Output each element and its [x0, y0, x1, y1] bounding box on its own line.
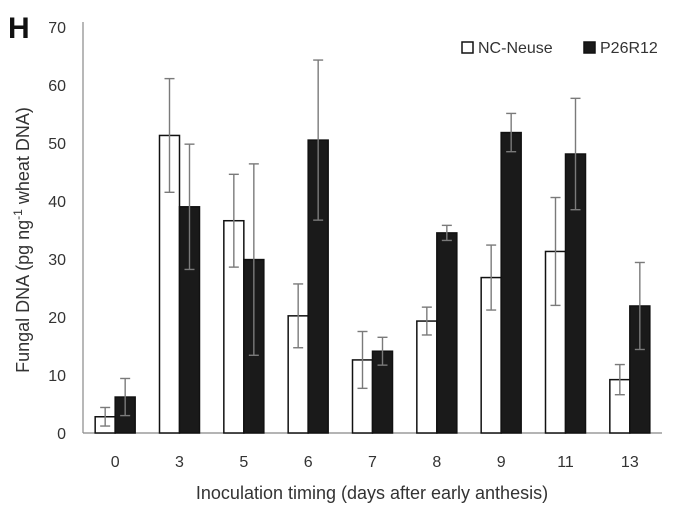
legend-swatch-nc-neuse: [461, 41, 474, 54]
legend-label-p26r12: P26R12: [600, 40, 658, 57]
y-axis-tick-labels: 0 10 20 30 40 50 60 70: [48, 20, 66, 443]
x-tick-label-0: 0: [111, 454, 120, 471]
error-bar-nc-neuse-day-7: [357, 330, 368, 390]
y-tick-label-10: 10: [48, 368, 66, 385]
error-bar-p26r12-day-5: [248, 163, 259, 356]
legend-swatch-p26r12: [583, 41, 596, 54]
bar-nc-neuse-day-8: [416, 320, 438, 434]
error-bar-nc-neuse-day-3: [164, 77, 175, 194]
error-bar-p26r12-day-9: [506, 112, 517, 153]
y-tick-label-20: 20: [48, 310, 66, 327]
y-tick-label-50: 50: [48, 136, 66, 153]
error-bar-nc-neuse-day-8: [421, 306, 432, 336]
legend-label-nc-neuse: NC-Neuse: [478, 40, 553, 57]
x-tick-label-5: 5: [239, 454, 248, 471]
error-bar-nc-neuse-day-13: [614, 363, 625, 396]
y-tick-label-40: 40: [48, 194, 66, 211]
error-bar-p26r12-day-13: [634, 261, 645, 351]
y-axis-title-rest: wheat DNA): [13, 107, 33, 209]
y-axis-title: Fungal DNA (pg ng-1 wheat DNA): [11, 107, 33, 373]
error-bar-nc-neuse-day-0: [100, 406, 111, 427]
error-bar-nc-neuse-day-11: [550, 196, 561, 307]
x-axis-title: Inoculation timing (days after early ant…: [196, 483, 548, 503]
x-tick-label-9: 9: [497, 454, 506, 471]
x-axis-tick-labels: 0 3 5 6 7 8 9 11 13: [111, 454, 639, 471]
y-tick-label-70: 70: [48, 20, 66, 37]
error-bar-p26r12-day-11: [570, 97, 581, 211]
y-tick-label-60: 60: [48, 78, 66, 95]
x-tick-label-13: 13: [621, 454, 639, 471]
error-bar-p26r12-day-8: [441, 224, 452, 242]
error-bars-group: [100, 59, 645, 427]
error-bar-p26r12-day-3: [184, 143, 195, 271]
error-bar-nc-neuse-day-9: [486, 244, 497, 311]
x-tick-label-11: 11: [557, 454, 574, 471]
x-tick-label-6: 6: [304, 454, 313, 471]
error-bar-p26r12-day-7: [377, 336, 388, 366]
bar-p26r12-day-9: [500, 131, 522, 434]
bar-p26r12-day-8: [436, 232, 458, 434]
y-tick-label-30: 30: [48, 252, 66, 269]
x-tick-label-8: 8: [432, 454, 441, 471]
error-bar-nc-neuse-day-6: [293, 283, 304, 349]
y-tick-label-0: 0: [57, 426, 66, 443]
error-bar-p26r12-day-6: [313, 59, 324, 221]
y-axis-title-main: Fungal DNA (pg ng: [13, 220, 33, 373]
y-axis-title-superscript: -1: [11, 209, 25, 220]
panel-label: H: [8, 12, 30, 45]
x-tick-label-3: 3: [175, 454, 184, 471]
error-bar-p26r12-day-0: [120, 377, 131, 417]
legend: NC-Neuse P26R12: [461, 40, 658, 57]
error-bar-nc-neuse-day-5: [228, 173, 239, 268]
x-tick-label-7: 7: [368, 454, 377, 471]
bars-group: [94, 131, 651, 434]
